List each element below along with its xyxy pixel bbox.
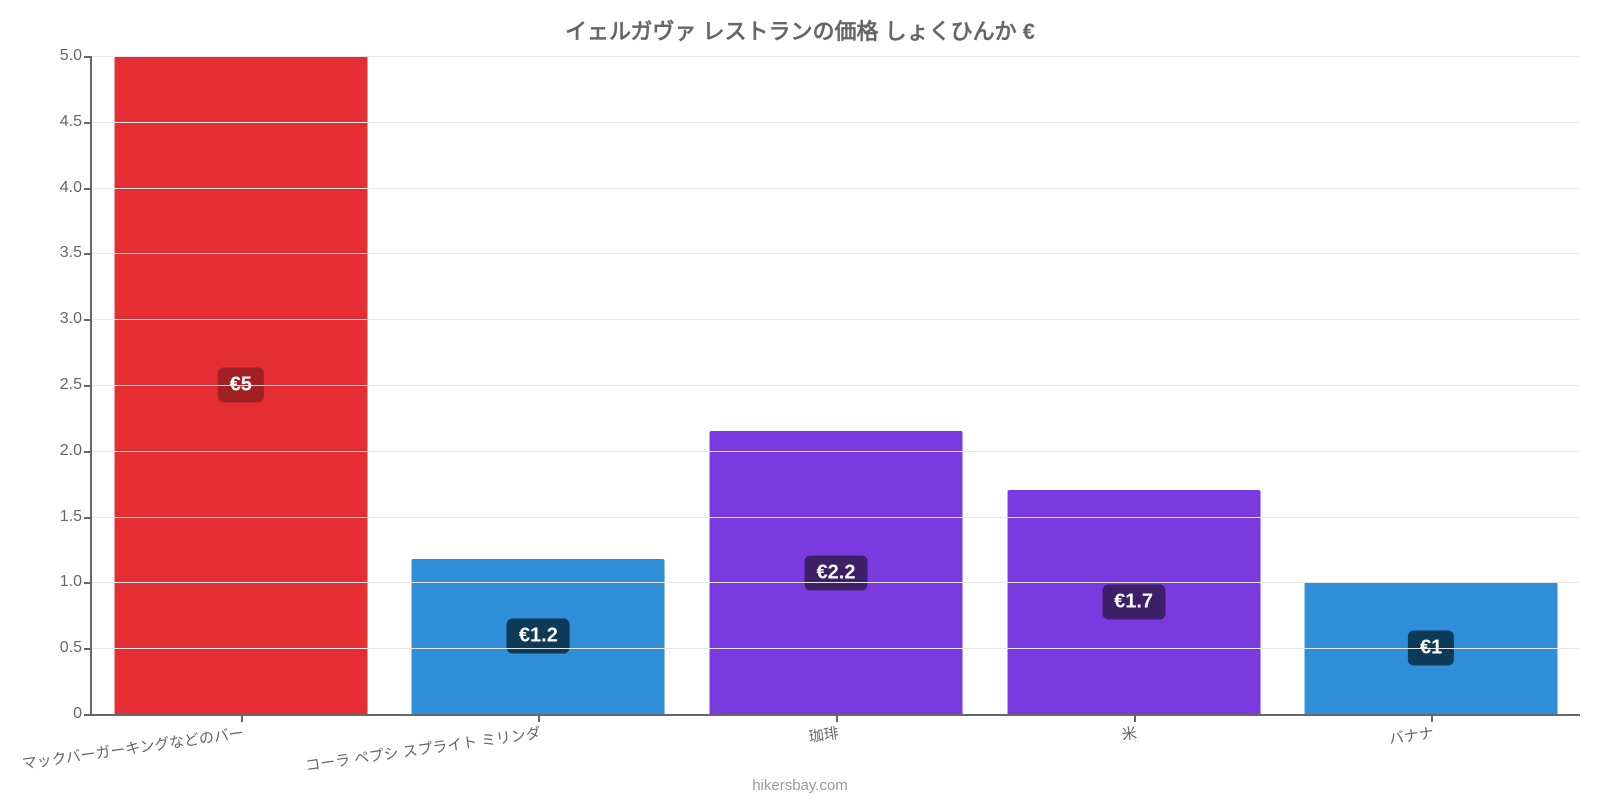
- xtick-label: 米: [1119, 714, 1138, 745]
- xtick-label: バナナ: [1387, 714, 1436, 749]
- gridline: [92, 517, 1580, 518]
- xtick-label: コーラ ペプシ スプライト ミリンダ: [303, 714, 542, 776]
- ytick-label: 0: [73, 705, 92, 723]
- ytick-label: 2.0: [60, 442, 92, 460]
- ytick-label: 4.5: [60, 113, 92, 131]
- chart-container: イェルガヴァ レストランの価格 しょくひんか € €5マックバーガーキングなどの…: [0, 10, 1600, 800]
- xtick-label: マックバーガーキングなどのバー: [19, 714, 245, 774]
- plot-area: €5マックバーガーキングなどのバー€1.2コーラ ペプシ スプライト ミリンダ€…: [90, 56, 1580, 716]
- ytick-label: 3.5: [60, 244, 92, 262]
- ytick-label: 2.5: [60, 376, 92, 394]
- value-badge: €1.7: [1102, 585, 1165, 620]
- gridline: [92, 451, 1580, 452]
- gridline: [92, 648, 1580, 649]
- gridline: [92, 122, 1580, 123]
- gridline: [92, 253, 1580, 254]
- gridline: [92, 582, 1580, 583]
- ytick-label: 4.0: [60, 179, 92, 197]
- ytick-label: 5.0: [60, 47, 92, 65]
- gridline: [92, 56, 1580, 57]
- gridline: [92, 385, 1580, 386]
- ytick-label: 1.5: [60, 508, 92, 526]
- ytick-label: 0.5: [60, 639, 92, 657]
- chart-title: イェルガヴァ レストランの価格 しょくひんか €: [0, 10, 1600, 46]
- gridline: [92, 319, 1580, 320]
- value-badge: €2.2: [805, 555, 868, 590]
- ytick-label: 3.0: [60, 310, 92, 328]
- xtick-label: 珈琲: [806, 714, 840, 747]
- ytick-label: 1.0: [60, 573, 92, 591]
- gridline: [92, 188, 1580, 189]
- attribution: hikersbay.com: [0, 777, 1600, 794]
